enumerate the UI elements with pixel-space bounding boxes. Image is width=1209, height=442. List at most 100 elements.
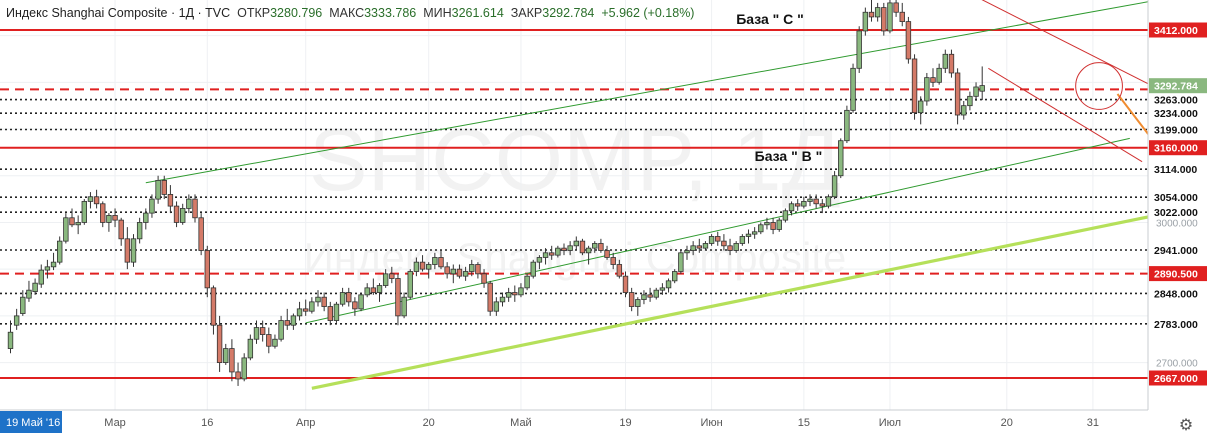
- candle-body: [561, 247, 567, 251]
- symbol-title[interactable]: Индекс Shanghai Composite · 1Д · TVC: [6, 6, 231, 20]
- candle: [370, 278, 377, 295]
- candle-body: [229, 348, 235, 373]
- candle: [253, 320, 260, 344]
- candle: [628, 287, 635, 312]
- candle-body: [702, 243, 709, 249]
- candle: [192, 194, 198, 223]
- candle-body: [346, 292, 352, 303]
- candle: [413, 257, 420, 277]
- candle-body: [186, 198, 192, 209]
- candle-body: [512, 292, 518, 296]
- time-tick-label: 16: [201, 417, 213, 429]
- candle-body: [604, 250, 610, 258]
- candle-body: [272, 338, 278, 347]
- time-tick-label: Мар: [104, 417, 126, 429]
- candle-body: [813, 198, 819, 205]
- candle: [112, 208, 118, 228]
- candle: [721, 234, 727, 251]
- candle-body: [782, 210, 789, 221]
- candle: [309, 297, 315, 314]
- candle: [795, 199, 801, 211]
- settings-gear-icon[interactable]: ⚙: [1178, 417, 1194, 434]
- candle-body: [333, 303, 340, 321]
- candle: [481, 269, 487, 288]
- candle-body: [936, 67, 942, 83]
- candle-body: [555, 247, 561, 256]
- close-value: 3292.784: [542, 6, 595, 20]
- candle-body: [389, 273, 395, 279]
- candle: [63, 213, 69, 244]
- candle-body: [259, 327, 266, 335]
- candle: [57, 236, 63, 265]
- candle-body: [118, 219, 124, 240]
- candle-body: [143, 212, 149, 223]
- candle-body: [106, 215, 112, 223]
- candle: [419, 255, 426, 272]
- candle-body: [487, 282, 493, 312]
- candle-body: [795, 203, 801, 207]
- candle: [801, 196, 807, 209]
- candle-body: [696, 245, 702, 249]
- candle-body: [893, 2, 899, 13]
- candle: [204, 245, 210, 298]
- candle: [124, 227, 131, 270]
- candle-body: [81, 201, 87, 223]
- candle: [401, 292, 407, 319]
- candle-body: [973, 86, 979, 97]
- candle: [979, 66, 985, 101]
- candle: [708, 234, 715, 246]
- candle-body: [573, 240, 579, 247]
- candle-body: [32, 282, 38, 292]
- candle: [259, 320, 266, 342]
- last-price-tag: 3292.784: [1154, 81, 1198, 93]
- candle: [469, 259, 475, 277]
- candle-body: [309, 301, 315, 312]
- candle: [918, 96, 924, 125]
- candle: [973, 82, 979, 102]
- candle: [764, 217, 770, 230]
- candle: [893, 0, 899, 17]
- candle: [844, 105, 850, 144]
- candle: [247, 334, 254, 361]
- time-tick-label: Июн: [700, 417, 722, 429]
- candle-body: [542, 252, 549, 258]
- candle-body: [961, 105, 967, 116]
- candle-body: [505, 292, 512, 298]
- price-axis-layer: 2700.0003000.0003412.0003285.0003263.000…: [1147, 0, 1209, 410]
- candle: [825, 194, 832, 209]
- candle-body: [401, 296, 407, 317]
- candle-body: [339, 292, 346, 305]
- high-label: МАКС: [329, 6, 365, 20]
- candle-body: [672, 271, 678, 282]
- candle: [376, 283, 383, 302]
- candle: [936, 63, 942, 85]
- candle: [905, 16, 912, 64]
- candle: [216, 315, 223, 372]
- candle-body: [899, 11, 905, 22]
- candle: [696, 238, 702, 253]
- candle-body: [75, 222, 81, 226]
- candle: [899, 2, 905, 27]
- candle: [290, 313, 297, 330]
- candle-body: [407, 271, 413, 298]
- candle-body: [881, 7, 887, 32]
- price-level-tag-bg: [1149, 266, 1207, 282]
- candle-body: [868, 11, 875, 18]
- highlight-circle: [1075, 62, 1123, 110]
- levels-layer: [0, 29, 1148, 379]
- candle: [475, 262, 481, 279]
- candle-body: [948, 53, 955, 74]
- candle-body: [758, 224, 764, 233]
- candle: [868, 0, 875, 22]
- candle-body: [413, 261, 420, 272]
- candle: [26, 280, 32, 302]
- candle-body: [462, 271, 469, 277]
- candle: [924, 72, 930, 106]
- candle: [272, 334, 278, 349]
- candle-body: [887, 2, 893, 32]
- candle-body: [130, 238, 137, 263]
- time-tick-label: Апр: [296, 417, 315, 429]
